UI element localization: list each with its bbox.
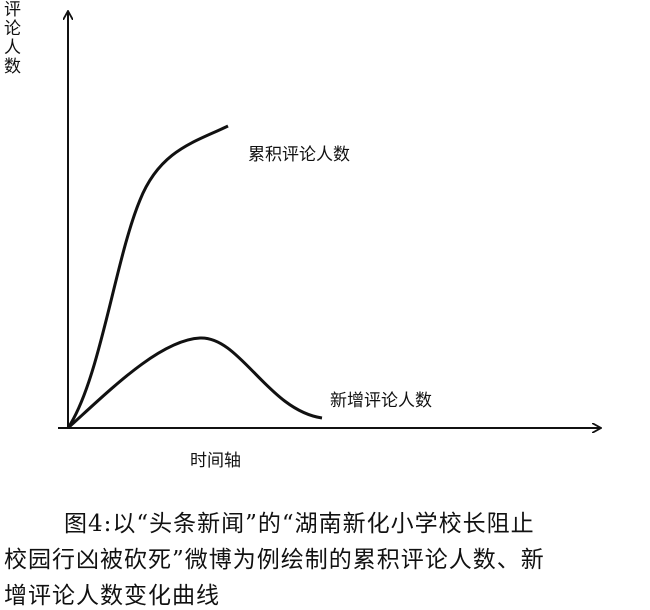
caption-line: 校园行凶被砍死”微博为例绘制的累积评论人数、新 xyxy=(4,547,545,573)
caption-line: 图4:以“头条新闻”的“湖南新化小学校长阻止 xyxy=(64,511,535,537)
new-curve xyxy=(66,336,323,430)
new-label: 新增评论人数 xyxy=(330,391,432,411)
cumulative-label: 累积评论人数 xyxy=(248,145,350,165)
diagram xyxy=(58,0,650,480)
y-axis-label: 评论人数 xyxy=(0,0,20,76)
cumulative-curve xyxy=(66,124,229,429)
x-axis-label: 时间轴 xyxy=(190,451,241,471)
caption-line: 增评论人数变化曲线 xyxy=(4,583,220,609)
